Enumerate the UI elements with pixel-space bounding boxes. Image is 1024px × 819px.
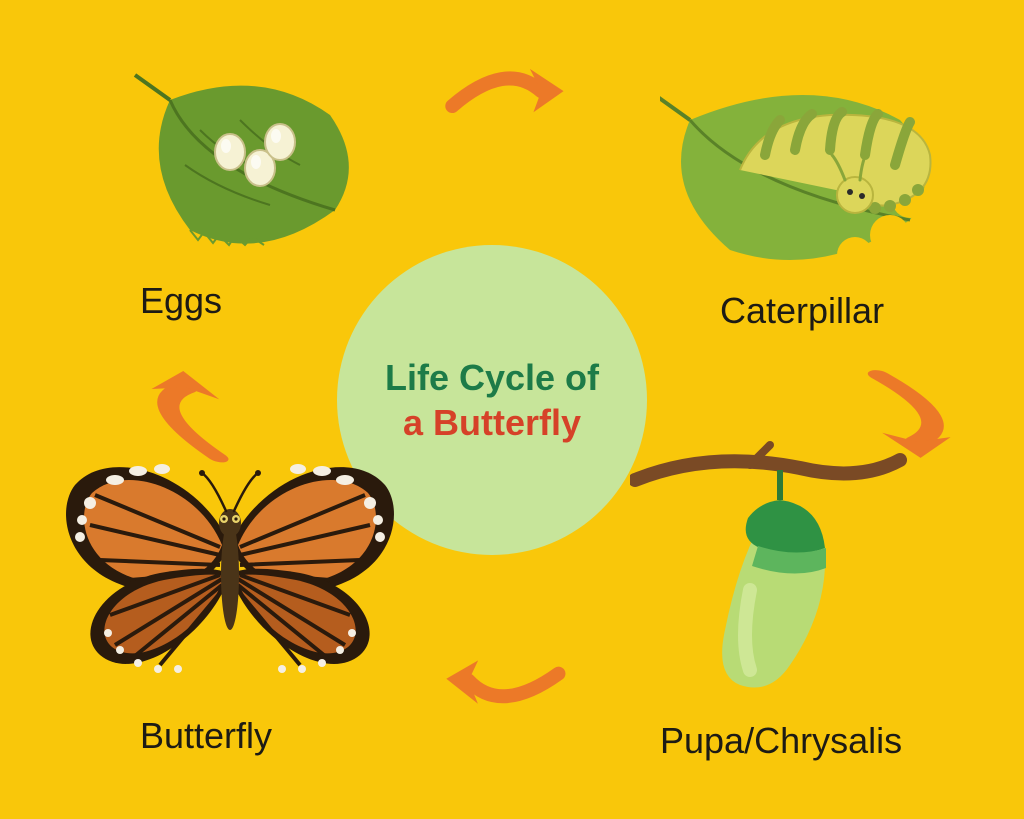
stage-eggs-label: Eggs [140,280,222,322]
stage-pupa-label: Pupa/Chrysalis [660,720,902,762]
stage-caterpillar-label: Caterpillar [720,290,884,332]
stage-caterpillar-illustration [660,80,950,270]
stage-butterfly-label: Butterfly [140,715,272,757]
diagram-canvas: Life Cycle of a Butterfly Eggs [0,0,1024,819]
eggs-icon [130,70,380,260]
chrysalis-icon [630,440,920,700]
caterpillar-icon [660,80,950,270]
stage-eggs-illustration [130,70,380,260]
stage-pupa-illustration [630,440,920,700]
arrow-pupa-to-butterfly [432,625,578,736]
title-line-1: Life Cycle of [385,355,599,400]
title-line-2: a Butterfly [403,400,581,445]
arrow-eggs-to-caterpillar [434,44,576,145]
